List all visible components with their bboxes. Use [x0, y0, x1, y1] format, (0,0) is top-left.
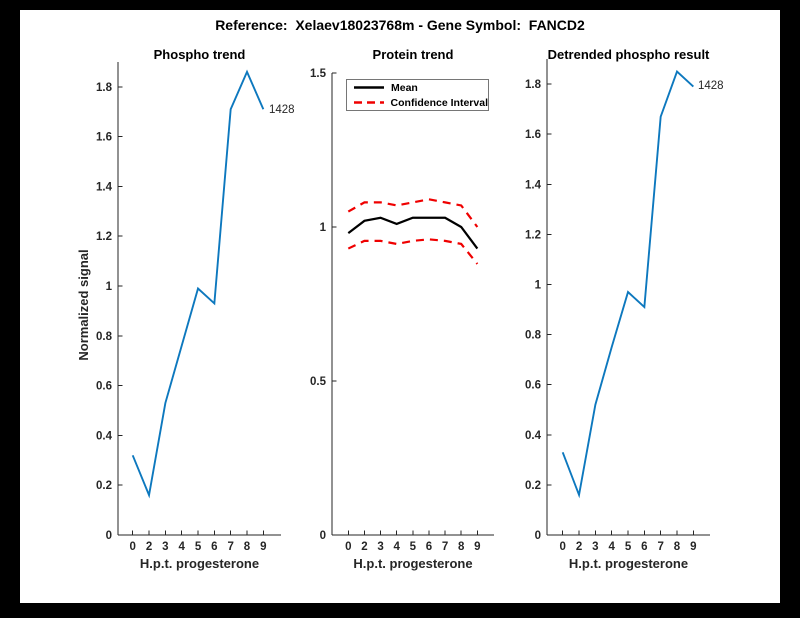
mean-line-sample — [354, 86, 384, 89]
svg-text:0.8: 0.8 — [525, 330, 542, 342]
phospho-trend-title: Phospho trend — [153, 47, 246, 62]
mean-line — [347, 216, 479, 250]
svg-text:8: 8 — [458, 541, 465, 553]
svg-text:1: 1 — [106, 281, 113, 293]
svg-text:0.6: 0.6 — [96, 381, 112, 393]
svg-text:6: 6 — [641, 541, 647, 553]
detrended-phospho-plot: 00.20.40.60.811.21.41.61.80 2 3 4 5 6 7 8 9 — [525, 59, 710, 553]
detrended-phospho-signal-line — [561, 69, 694, 499]
svg-text:4: 4 — [608, 541, 615, 553]
svg-text:0.8: 0.8 — [96, 331, 113, 343]
svg-text:1.6: 1.6 — [96, 132, 112, 144]
svg-text:0.2: 0.2 — [525, 480, 541, 492]
svg-text:7: 7 — [657, 541, 663, 553]
x-axis-label-phospho: H.p.t. progesterone — [139, 556, 260, 571]
svg-text:0.4: 0.4 — [96, 430, 113, 442]
svg-text:2: 2 — [361, 541, 367, 553]
svg-text:5: 5 — [195, 541, 202, 553]
svg-text:5: 5 — [410, 541, 417, 553]
svg-text:7: 7 — [442, 541, 448, 553]
svg-text:7: 7 — [227, 541, 233, 553]
svg-text:0: 0 — [106, 530, 112, 542]
legend-entry-confidence-interval: Confidence Interval — [354, 97, 488, 109]
svg-text:2: 2 — [146, 541, 152, 553]
svg-text:0.4: 0.4 — [525, 430, 542, 442]
svg-text:1.5: 1.5 — [310, 68, 327, 80]
svg-text:0.5: 0.5 — [310, 376, 327, 388]
svg-text:3: 3 — [377, 541, 383, 553]
svg-text:9: 9 — [260, 541, 266, 553]
legend-label-confidence-interval: Confidence Interval — [390, 96, 488, 109]
svg-text:3: 3 — [592, 541, 598, 553]
phospho-trend-plot: 00.20.40.60.811.21.41.61.80 2 3 4 5 6 7 8 9 — [96, 61, 281, 553]
svg-text:8: 8 — [244, 541, 251, 553]
svg-text:0: 0 — [320, 530, 326, 542]
protein-trend-plot: 00.511.50 2 3 4 5 6 7 8 9 — [310, 68, 494, 553]
svg-text:1.8: 1.8 — [525, 79, 542, 91]
svg-text:6: 6 — [211, 541, 217, 553]
endpoint-label-phospho: 1428 — [269, 104, 295, 116]
svg-text:4: 4 — [393, 541, 400, 553]
legend-box: Mean Confidence Interval — [346, 79, 489, 111]
svg-text:0: 0 — [129, 541, 135, 553]
legend-entry-mean: Mean — [354, 82, 488, 94]
confidence-interval-line-sample — [354, 101, 384, 104]
svg-text:9: 9 — [690, 541, 696, 553]
x-axis-label-detrended: H.p.t. progesterone — [568, 556, 689, 571]
svg-text:1.4: 1.4 — [525, 179, 542, 191]
endpoint-label-detrended: 1428 — [698, 80, 724, 92]
svg-text:0.6: 0.6 — [525, 380, 541, 392]
svg-text:6: 6 — [426, 541, 432, 553]
protein-trend-title: Protein trend — [372, 47, 454, 62]
svg-text:5: 5 — [625, 541, 632, 553]
y-axis-label: Normalized signal — [76, 249, 91, 361]
svg-text:4: 4 — [178, 541, 185, 553]
svg-text:1.8: 1.8 — [96, 82, 113, 94]
svg-text:1.6: 1.6 — [525, 129, 541, 141]
legend-label-mean: Mean — [391, 81, 418, 94]
svg-text:2: 2 — [576, 541, 582, 553]
svg-text:0: 0 — [535, 530, 541, 542]
confidence-interval-upper-line — [347, 198, 479, 228]
detrended-phospho-title: Detrended phospho result — [547, 47, 710, 62]
svg-text:0: 0 — [559, 541, 565, 553]
svg-text:9: 9 — [474, 541, 480, 553]
figure-title: Reference: Xelaev18023768m - Gene Symbol… — [215, 17, 585, 33]
svg-text:3: 3 — [162, 541, 168, 553]
svg-text:8: 8 — [674, 541, 681, 553]
x-axis-label-protein: H.p.t. progesterone — [353, 556, 473, 571]
svg-text:1: 1 — [535, 280, 542, 292]
confidence-interval-lower-line — [347, 238, 479, 265]
svg-text:1.2: 1.2 — [525, 229, 541, 241]
svg-text:1: 1 — [320, 222, 327, 234]
svg-text:1.2: 1.2 — [96, 231, 112, 243]
svg-text:1.4: 1.4 — [96, 181, 113, 193]
phospho-signal-line — [131, 69, 265, 499]
svg-text:0.2: 0.2 — [96, 480, 112, 492]
svg-text:0: 0 — [345, 541, 351, 553]
